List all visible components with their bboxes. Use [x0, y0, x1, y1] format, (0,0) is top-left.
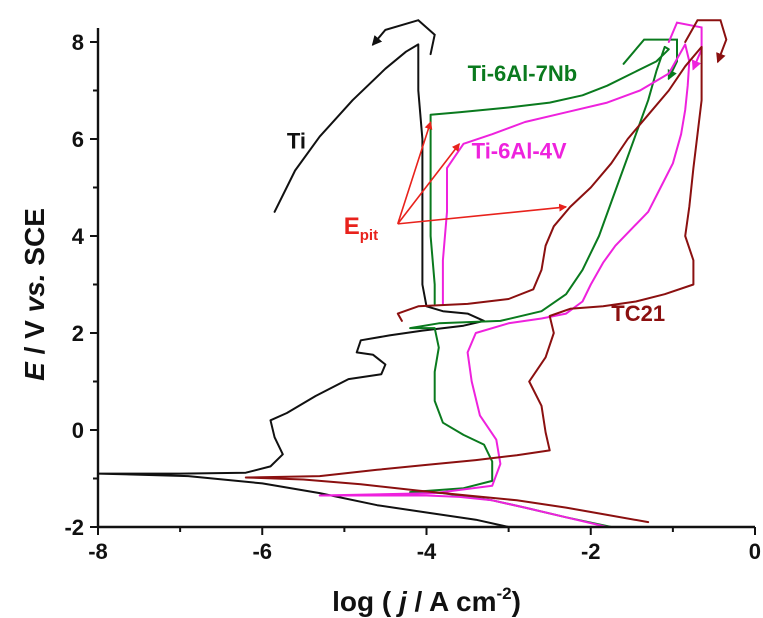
x-tick-label: -2 — [581, 539, 601, 564]
epit-arrow-1 — [396, 121, 433, 225]
series-tc21-direction-arrow — [684, 19, 728, 64]
series-ti-6al-4v-line — [318, 43, 691, 528]
labels-layer: Ti Ti-6Al-7Nb Ti-6Al-4V TC21 — [287, 61, 665, 326]
epit-label-subscript: pit — [360, 227, 378, 244]
x-tick-label: -6 — [252, 539, 272, 564]
y-tick-label: 8 — [72, 30, 84, 55]
series-ti-6al-7nb-line — [409, 45, 670, 528]
series-label-ti: Ti — [287, 129, 306, 154]
series-ti-line — [97, 43, 510, 528]
axes-layer: -8 -6 -4 -2 0 -2 0 2 4 6 8 log ( j / A cm-2) E / V v… — [19, 28, 761, 617]
epit-arrow-3 — [397, 203, 568, 225]
y-tick-label: 0 — [72, 418, 84, 443]
x-tick-label: 0 — [749, 539, 761, 564]
series-ti-6al-4v-direction-arrow — [667, 21, 703, 71]
series-label-ti-6al-7nb: Ti-6Al-7Nb — [468, 61, 578, 86]
series-ti-6al-7nb-direction-arrow — [622, 38, 678, 81]
y-tick-label: 2 — [72, 321, 84, 346]
y-axis-label: E / V vs. SCE — [19, 208, 50, 381]
series-label-tc21: TC21 — [611, 301, 665, 326]
x-tick-label: -4 — [417, 539, 437, 564]
series-label-ti-6al-4v: Ti-6Al-4V — [472, 138, 567, 163]
x-tick-label: -8 — [88, 539, 108, 564]
series-ti-direction-arrow — [371, 19, 436, 56]
x-axis-label: log ( j / A cm-2) — [332, 584, 521, 617]
y-tick-label: 4 — [72, 224, 85, 249]
series-tc21-line — [244, 45, 703, 524]
epit-label: Epit — [344, 213, 378, 244]
y-tick-label: 6 — [72, 127, 84, 152]
curves-layer — [97, 19, 728, 528]
y-tick-label: -2 — [64, 515, 84, 540]
epit-arrow-2 — [397, 143, 460, 225]
epit-annotation: Epit — [344, 121, 568, 244]
